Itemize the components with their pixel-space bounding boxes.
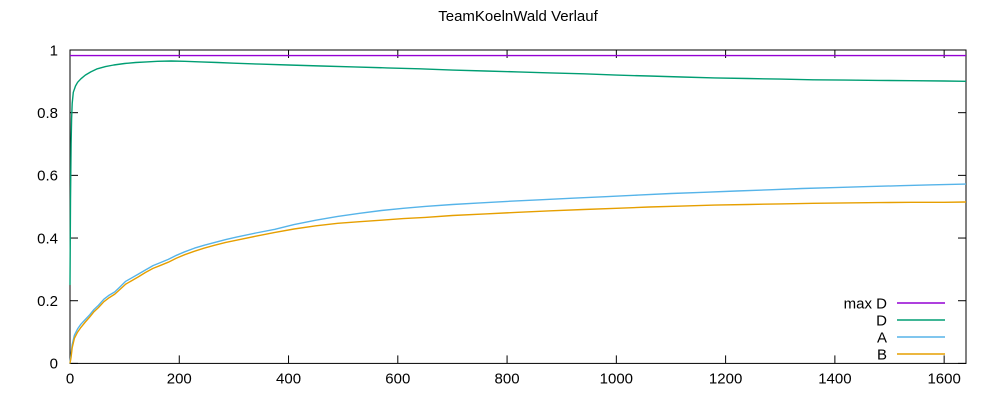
legend-label-d: D (876, 312, 887, 329)
x-tick-label: 1600 (927, 370, 960, 387)
x-tick-label: 1000 (600, 370, 633, 387)
x-tick-label: 1400 (818, 370, 851, 387)
x-tick-label: 0 (66, 370, 74, 387)
y-tick-label: 1 (50, 42, 58, 59)
series-line-d (69, 60, 967, 286)
x-tick-label: 200 (167, 370, 192, 387)
legend-label-b: B (877, 346, 887, 363)
legend-label-a: A (877, 329, 887, 346)
y-tick-label: 0 (50, 356, 58, 373)
series-line-b (69, 201, 967, 364)
x-tick-label: 400 (276, 370, 301, 387)
chart-title: TeamKoelnWald Verlauf (438, 8, 598, 25)
plot-border (69, 49, 967, 364)
y-tick-label: 0.4 (37, 230, 58, 247)
x-tick-label: 600 (385, 370, 410, 387)
series-line-a (69, 183, 967, 364)
legend-label-max-d: max D (844, 295, 888, 312)
y-tick-label: 0.6 (37, 168, 58, 185)
y-tick-label: 0.2 (37, 293, 58, 310)
x-tick-label: 1200 (709, 370, 742, 387)
x-tick-label: 800 (495, 370, 520, 387)
y-tick-label: 0.8 (37, 105, 58, 122)
